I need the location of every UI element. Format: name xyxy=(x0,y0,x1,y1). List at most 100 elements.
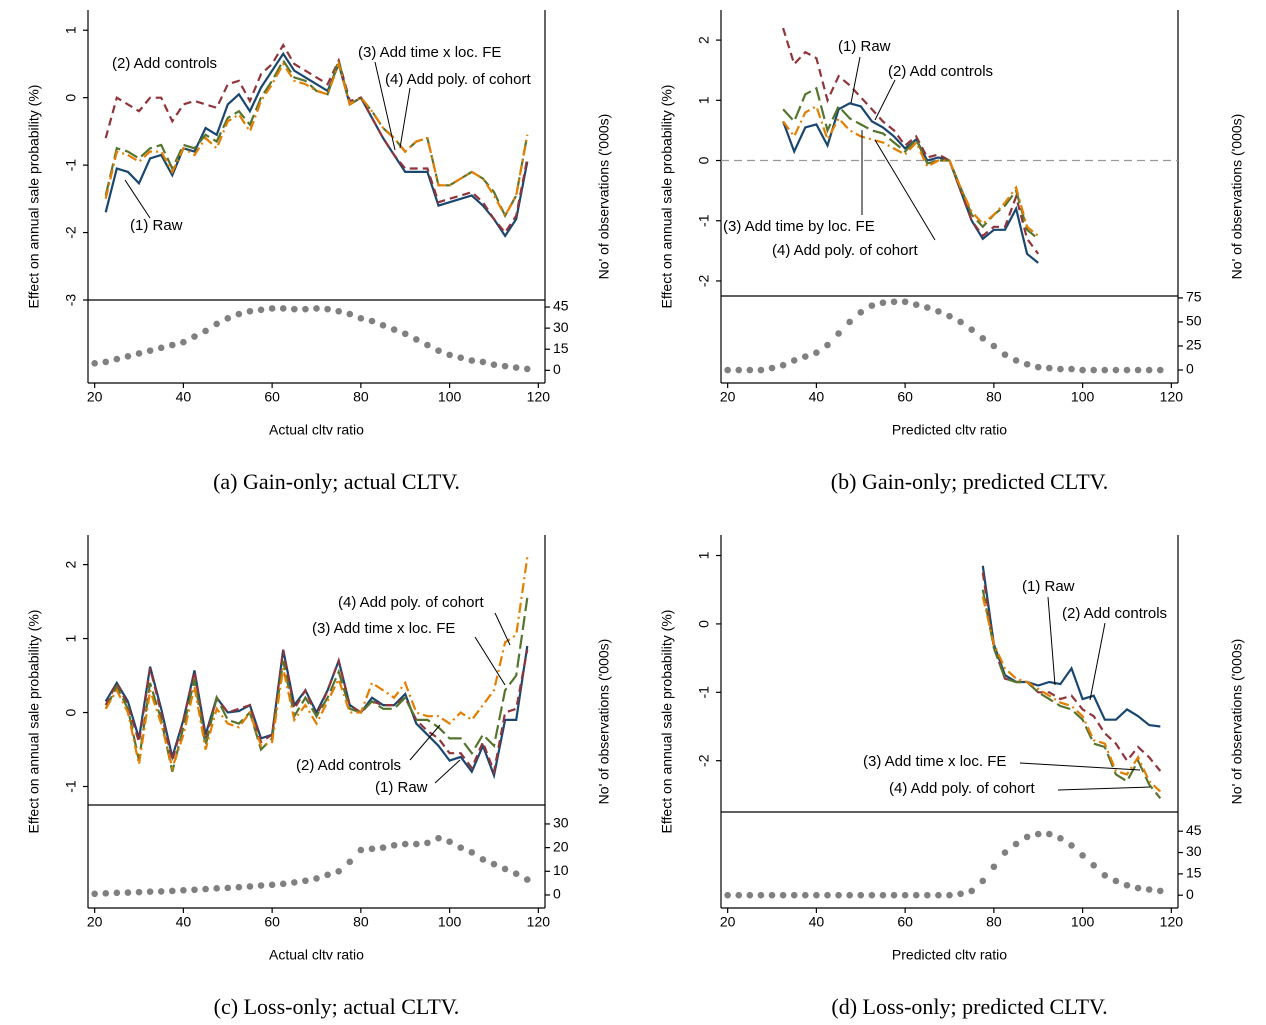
y2-tick-label: 0 xyxy=(1186,886,1194,902)
observation-dot xyxy=(113,355,121,363)
observation-dot xyxy=(157,888,165,895)
series-line xyxy=(981,596,1162,793)
annotation: (3) Add time x loc. FE xyxy=(863,753,1006,770)
observation-dot xyxy=(257,882,265,889)
observation-dot xyxy=(946,891,953,899)
observation-dot xyxy=(968,326,975,333)
observation-dot xyxy=(1112,877,1120,885)
observation-dot xyxy=(379,844,387,851)
observation-dot xyxy=(1079,852,1086,859)
y-tick-label: 0 xyxy=(63,708,79,716)
leader-line xyxy=(494,612,511,646)
observation-dot xyxy=(857,309,865,316)
observation-dot xyxy=(446,838,453,846)
x-tick-label: 120 xyxy=(1160,914,1184,930)
observation-dot xyxy=(1068,365,1075,373)
observation-dot xyxy=(457,354,464,361)
observation-dot xyxy=(1001,351,1009,358)
y-tick-label: -1 xyxy=(63,780,79,793)
observation-dot xyxy=(990,342,998,350)
observation-dot xyxy=(390,326,398,333)
observation-dot xyxy=(124,889,132,896)
observation-dot xyxy=(202,327,209,335)
y2-axis-label: No' of observations ('000s) xyxy=(1229,114,1245,280)
observation-dot xyxy=(835,891,842,899)
observation-dot xyxy=(146,347,154,354)
y-axis-label: Effect on annual sale probability (%) xyxy=(26,85,42,309)
observation-dot xyxy=(324,305,331,313)
observation-dot xyxy=(1012,357,1020,364)
observation-dot xyxy=(835,330,842,337)
observation-dot xyxy=(169,887,176,895)
y-tick-label: -2 xyxy=(63,226,79,239)
y-tick-label: 0 xyxy=(696,156,712,164)
observation-dot xyxy=(146,888,154,895)
observation-dot xyxy=(746,366,754,374)
observation-dot xyxy=(379,322,387,329)
series-line xyxy=(981,572,1162,772)
observation-dot xyxy=(924,304,931,311)
annotation: (2) Add controls xyxy=(1062,605,1167,622)
x-tick-label: 60 xyxy=(264,914,280,930)
y2-tick-label: 75 xyxy=(1186,289,1202,305)
observation-dot xyxy=(912,301,920,308)
observation-dot xyxy=(113,889,121,897)
observation-dot xyxy=(757,366,765,374)
annotation: (4) Add poly. of cohort xyxy=(889,780,1035,797)
observation-dot xyxy=(91,890,98,898)
observation-dot xyxy=(890,891,898,899)
observation-dot xyxy=(1123,881,1131,889)
observation-dot xyxy=(979,877,987,885)
observation-dot xyxy=(1046,364,1053,372)
observation-dot xyxy=(291,879,298,886)
leader-line xyxy=(1047,596,1056,686)
observation-dot xyxy=(257,306,265,314)
observation-dot xyxy=(935,891,942,899)
x-tick-label: 80 xyxy=(986,914,1002,930)
observation-dot xyxy=(746,891,754,899)
observation-dot xyxy=(1123,366,1131,374)
series-line xyxy=(104,42,529,235)
observation-dot xyxy=(1057,835,1064,842)
observation-dot xyxy=(512,364,520,371)
observation-dot xyxy=(1034,363,1042,371)
caption: (d) Loss-only; predicted CLTV. xyxy=(831,994,1107,1019)
observation-dot xyxy=(346,858,354,866)
y2-tick-label: 45 xyxy=(1186,822,1202,838)
annotation: (4) Add poly. of cohort xyxy=(338,594,484,611)
observation-dot xyxy=(901,298,909,306)
observation-dot xyxy=(324,871,331,879)
y-axis-label: Effect on annual sale probability (%) xyxy=(659,85,675,309)
x-tick-label: 100 xyxy=(1071,389,1095,405)
annotation: (3) Add time x loc. FE xyxy=(312,620,455,637)
observation-dot xyxy=(946,312,953,320)
x-tick-label: 60 xyxy=(897,389,913,405)
y2-tick-label: 15 xyxy=(1186,865,1202,881)
observation-dot xyxy=(1023,360,1031,368)
annotation: (3) Add time x loc. FE xyxy=(358,44,501,61)
observation-dot xyxy=(346,310,354,318)
x-axis-label: Predicted cltv ratio xyxy=(892,422,1007,438)
leader-line xyxy=(399,87,411,149)
y-tick-label: -2 xyxy=(696,275,712,288)
annotation: (1) Raw xyxy=(130,217,183,234)
panel: 20 40 60 80 100 120 1 0 -1 -2 -3 0 15 30 45 Actual cltv… xyxy=(26,10,612,494)
x-tick-label: 80 xyxy=(353,914,369,930)
observation-dot xyxy=(246,883,254,890)
observation-dot xyxy=(768,364,776,372)
observation-dot xyxy=(135,350,143,357)
y-tick-label: -1 xyxy=(696,686,712,699)
observation-dot xyxy=(1012,840,1020,848)
y2-tick-label: 20 xyxy=(553,838,569,854)
observation-dot xyxy=(901,891,909,899)
observation-dot xyxy=(224,884,232,892)
observation-dot xyxy=(824,341,831,349)
x-tick-label: 20 xyxy=(87,914,103,930)
y2-tick-label: 50 xyxy=(1186,313,1202,329)
observation-dot xyxy=(291,305,298,313)
observation-dot xyxy=(879,891,887,899)
annotation: (4) Add poly. of cohort xyxy=(385,71,531,88)
annotation: (3) Add time by loc. FE xyxy=(723,218,875,235)
